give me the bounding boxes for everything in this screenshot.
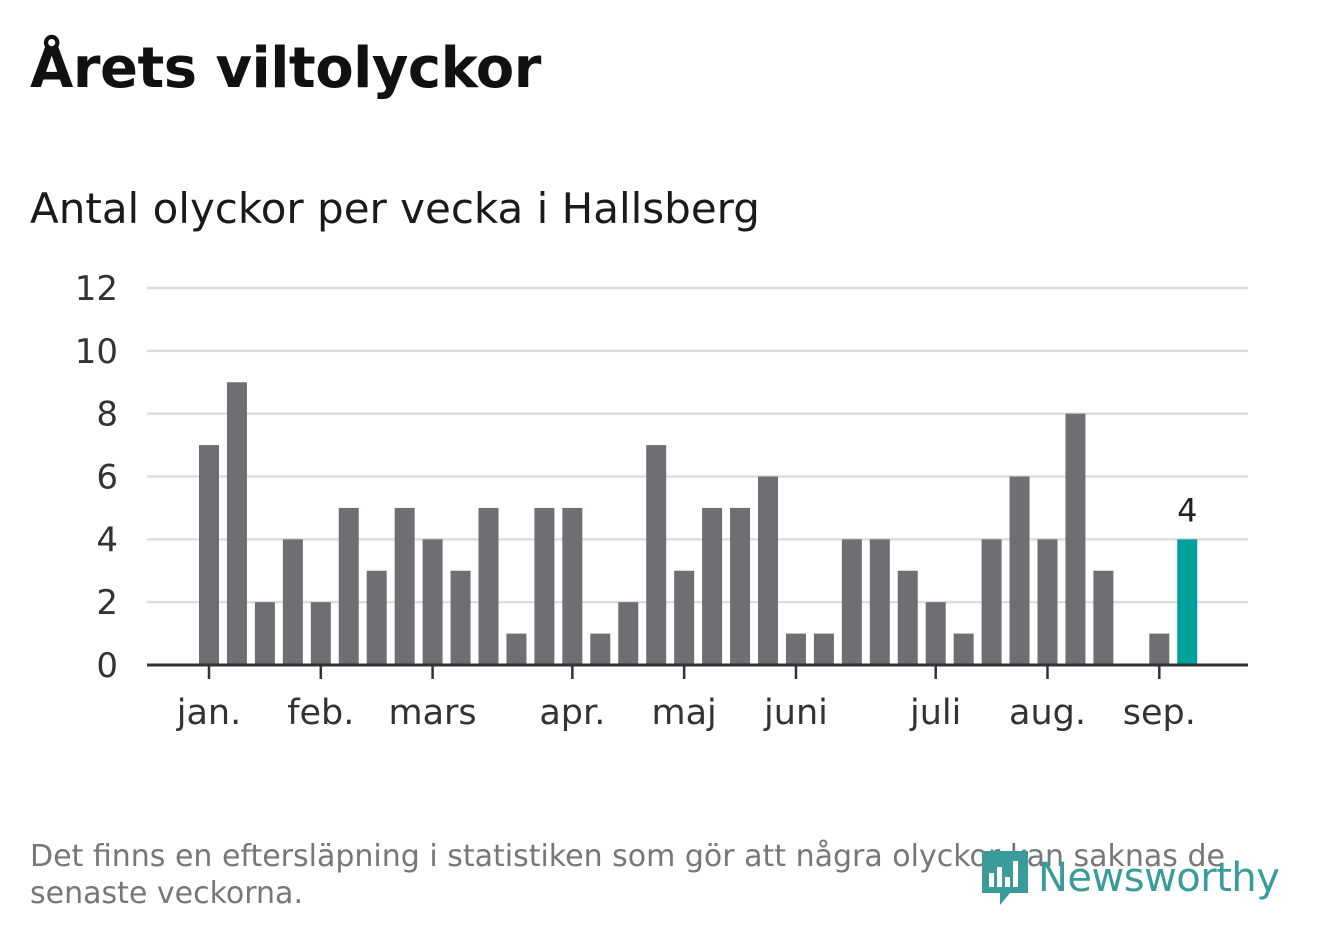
newsworthy-logo: Newsworthy (980, 846, 1280, 910)
bars (199, 382, 1198, 665)
bar (897, 570, 918, 665)
bar (1065, 413, 1086, 665)
y-tick-label: 2 (96, 583, 118, 623)
logo-text: Newsworthy (1038, 855, 1280, 901)
bar (590, 633, 611, 665)
x-tick-label: mars (389, 693, 477, 733)
x-tick-label: maj (652, 693, 717, 733)
chart-title: Årets viltolyckor (30, 36, 541, 101)
y-tick-label: 0 (96, 646, 118, 686)
x-tick-label: jan. (176, 693, 241, 733)
bar (478, 507, 499, 665)
bar (1149, 633, 1170, 665)
chart-subtitle: Antal olyckor per vecka i Hallsberg (30, 184, 760, 233)
logo-chart-icon (982, 851, 1028, 905)
bar (450, 570, 471, 665)
bar (254, 602, 275, 665)
bar (282, 539, 303, 665)
bar (841, 539, 862, 665)
bar (534, 507, 555, 665)
bar (702, 507, 723, 665)
bar (785, 633, 806, 665)
bar (226, 382, 247, 665)
bar (1037, 539, 1058, 665)
y-axis-ticks: 0 2 4 6 8 10 12 (75, 269, 118, 686)
x-tick-label: apr. (539, 693, 605, 733)
bar (925, 602, 946, 665)
bar (562, 507, 583, 665)
bar-chart: 0 2 4 6 8 10 12 jan. feb. mars apr. maj juni juli aug… (75, 269, 1248, 733)
bar (506, 633, 527, 665)
highlight-bar (1177, 539, 1198, 665)
bar (1009, 476, 1030, 665)
bar (646, 445, 667, 665)
bar (422, 539, 443, 665)
bar (338, 507, 359, 665)
bar (730, 507, 751, 665)
data-labels: 4 (1177, 491, 1197, 529)
bar (813, 633, 834, 665)
y-tick-label: 12 (75, 269, 118, 309)
bar (394, 507, 415, 665)
bar (869, 539, 890, 665)
x-tick-label: juni (763, 693, 828, 733)
bar (199, 445, 219, 665)
y-tick-label: 8 (96, 395, 118, 435)
y-tick-label: 10 (75, 332, 118, 372)
x-tick-label: feb. (287, 693, 354, 733)
bar (1093, 570, 1114, 665)
x-tick-label: sep. (1123, 693, 1196, 733)
bar (953, 633, 974, 665)
y-tick-label: 6 (96, 458, 118, 498)
bar (981, 539, 1002, 665)
x-tick-label: juli (909, 693, 961, 733)
bar (618, 602, 639, 665)
x-tick-label: aug. (1009, 693, 1086, 733)
bar (310, 602, 331, 665)
y-tick-label: 4 (96, 520, 118, 560)
bar (674, 570, 695, 665)
bar (366, 570, 387, 665)
bar (758, 476, 778, 665)
x-axis-ticks: jan. feb. mars apr. maj juni juli aug. sep. (176, 665, 1196, 733)
highlight-value-label: 4 (1177, 491, 1197, 529)
